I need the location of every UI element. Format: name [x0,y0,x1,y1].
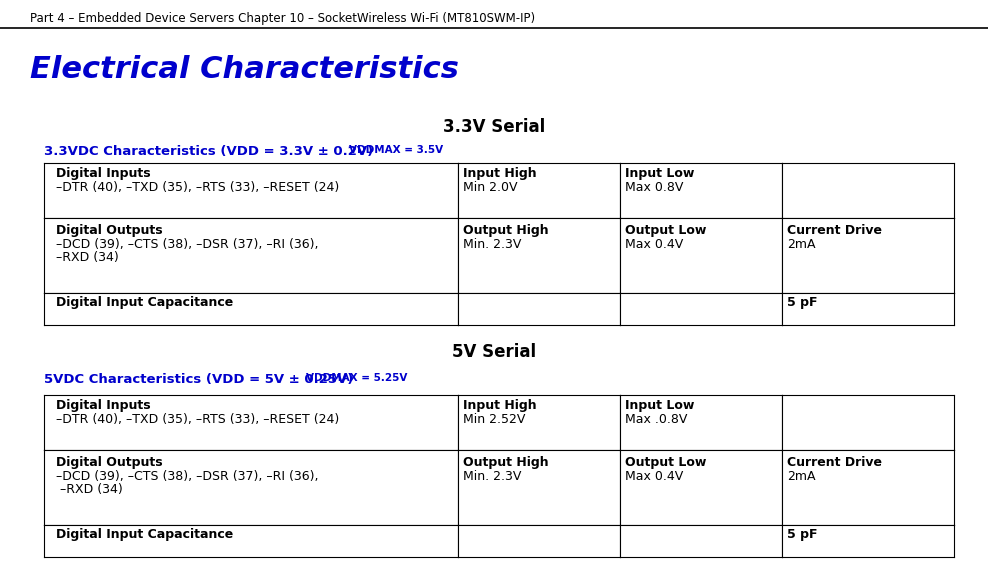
Text: VDDMAX = 3.5V: VDDMAX = 3.5V [349,145,444,155]
Text: Min. 2.3V: Min. 2.3V [463,470,522,483]
Text: Output Low: Output Low [624,456,706,469]
Text: 2mA: 2mA [787,470,816,483]
Text: Digital Outputs: Digital Outputs [56,224,163,237]
Text: Current Drive: Current Drive [787,224,882,237]
Text: Output High: Output High [463,224,548,237]
Text: VDDMAX = 5.25V: VDDMAX = 5.25V [306,373,407,383]
Text: Digital Inputs: Digital Inputs [56,167,151,180]
Text: 5VDC Characteristics (VDD = 5V ± 0.25V): 5VDC Characteristics (VDD = 5V ± 0.25V) [44,373,358,386]
Text: Input Low: Input Low [624,167,695,180]
Text: –DCD (39), –CTS (38), –DSR (37), –RI (36),: –DCD (39), –CTS (38), –DSR (37), –RI (36… [56,238,319,251]
Text: Max 0.4V: Max 0.4V [624,238,683,251]
Text: 5 pF: 5 pF [787,296,818,309]
Text: Max 0.4V: Max 0.4V [624,470,683,483]
Text: Input High: Input High [463,400,536,413]
Text: Electrical Characteristics: Electrical Characteristics [30,55,458,84]
Text: Input Low: Input Low [624,400,695,413]
Text: –RXD (34): –RXD (34) [56,251,120,264]
Text: Min 2.52V: Min 2.52V [463,414,526,427]
Text: Output High: Output High [463,456,548,469]
Text: Max 0.8V: Max 0.8V [624,182,684,194]
Text: Max .0.8V: Max .0.8V [624,414,688,427]
Text: Min. 2.3V: Min. 2.3V [463,238,522,251]
Text: –DCD (39), –CTS (38), –DSR (37), –RI (36),: –DCD (39), –CTS (38), –DSR (37), –RI (36… [56,470,319,483]
Text: Digital Outputs: Digital Outputs [56,456,163,469]
Text: Digital Input Capacitance: Digital Input Capacitance [56,296,234,309]
Text: Min 2.0V: Min 2.0V [463,182,518,194]
Text: Part 4 – Embedded Device Servers Chapter 10 – SocketWireless Wi-Fi (MT810SWM-IP): Part 4 – Embedded Device Servers Chapter… [30,12,535,25]
Text: Input High: Input High [463,167,536,180]
Text: Output Low: Output Low [624,224,706,237]
Text: Digital Input Capacitance: Digital Input Capacitance [56,528,234,541]
Text: –DTR (40), –TXD (35), –RTS (33), –RESET (24): –DTR (40), –TXD (35), –RTS (33), –RESET … [56,182,340,194]
Text: 5 pF: 5 pF [787,528,818,541]
Text: 5V Serial: 5V Serial [452,343,536,361]
Text: 3.3VDC Characteristics (VDD = 3.3V ± 0.2V): 3.3VDC Characteristics (VDD = 3.3V ± 0.2… [44,145,377,158]
Text: Digital Inputs: Digital Inputs [56,400,151,413]
Text: –DTR (40), –TXD (35), –RTS (33), –RESET (24): –DTR (40), –TXD (35), –RTS (33), –RESET … [56,414,340,427]
Text: 3.3V Serial: 3.3V Serial [443,118,545,136]
Text: 2mA: 2mA [787,238,816,251]
Text: –RXD (34): –RXD (34) [56,483,124,496]
Text: Current Drive: Current Drive [787,456,882,469]
